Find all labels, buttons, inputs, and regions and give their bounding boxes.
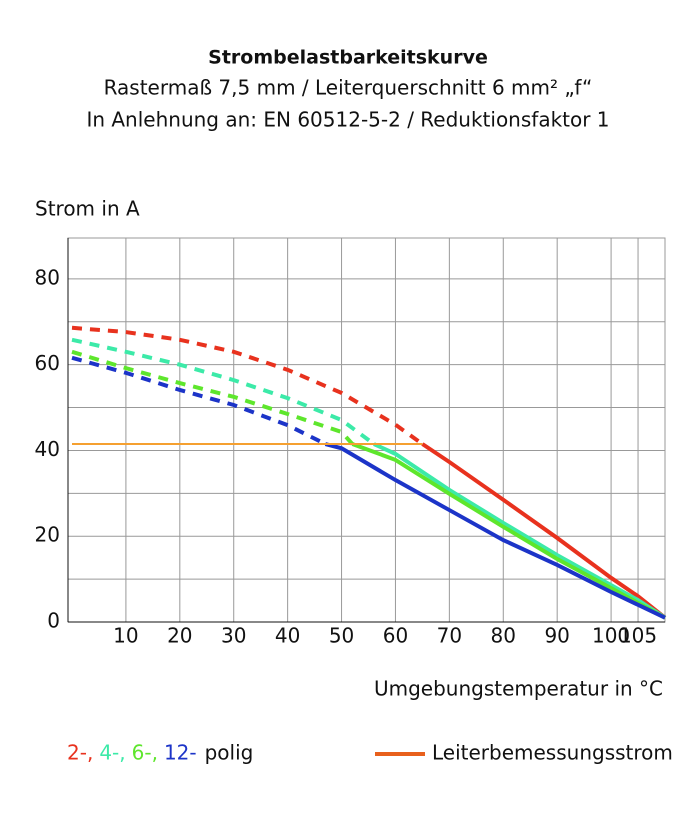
series-line [324,442,666,620]
legend-label: 4-, [99,741,125,765]
x-axis-label: Umgebungstemperatur in °C [374,677,663,701]
chart-subtitle: In Anlehnung an: EN 60512-5-2 / Reduktio… [86,108,609,132]
legend-label: 12- [164,741,197,765]
y-axis-label: Strom in A [35,197,140,221]
y-tick-label: 20 [35,523,60,547]
y-tick-label: 80 [35,265,60,289]
x-tick-label: 40 [275,624,300,648]
legend-label: 2-, [67,741,93,765]
x-tick-label: 30 [221,624,246,648]
x-tick-label: 20 [167,624,192,648]
series-line [71,349,354,446]
y-tick-label: 40 [35,437,60,461]
chart-title: Strombelastbarkeitskurve [208,47,488,69]
x-tick-label: 100 [592,624,630,648]
series-line [71,337,376,446]
x-tick-label: 90 [544,624,569,648]
series-line [421,442,667,620]
y-tick-label: 60 [35,351,60,375]
legend-label: Leiterbemessungsstrom [432,741,673,765]
legend-label: 6-, [132,741,158,765]
x-tick-label: 60 [383,624,408,648]
chart-subtitle: Rastermaß 7,5 mm / Leiterquerschnitt 6 m… [104,76,593,100]
series-line [71,325,424,446]
x-tick-label: 10 [113,624,138,648]
series-line [351,442,666,620]
x-tick-label: 105 [619,624,657,648]
x-tick-label: 50 [329,624,354,648]
x-tick-label: 70 [437,624,462,648]
legend-label: polig [205,741,254,765]
series-line [373,442,667,620]
y-tick-label: 0 [47,609,60,633]
x-tick-label: 80 [491,624,516,648]
